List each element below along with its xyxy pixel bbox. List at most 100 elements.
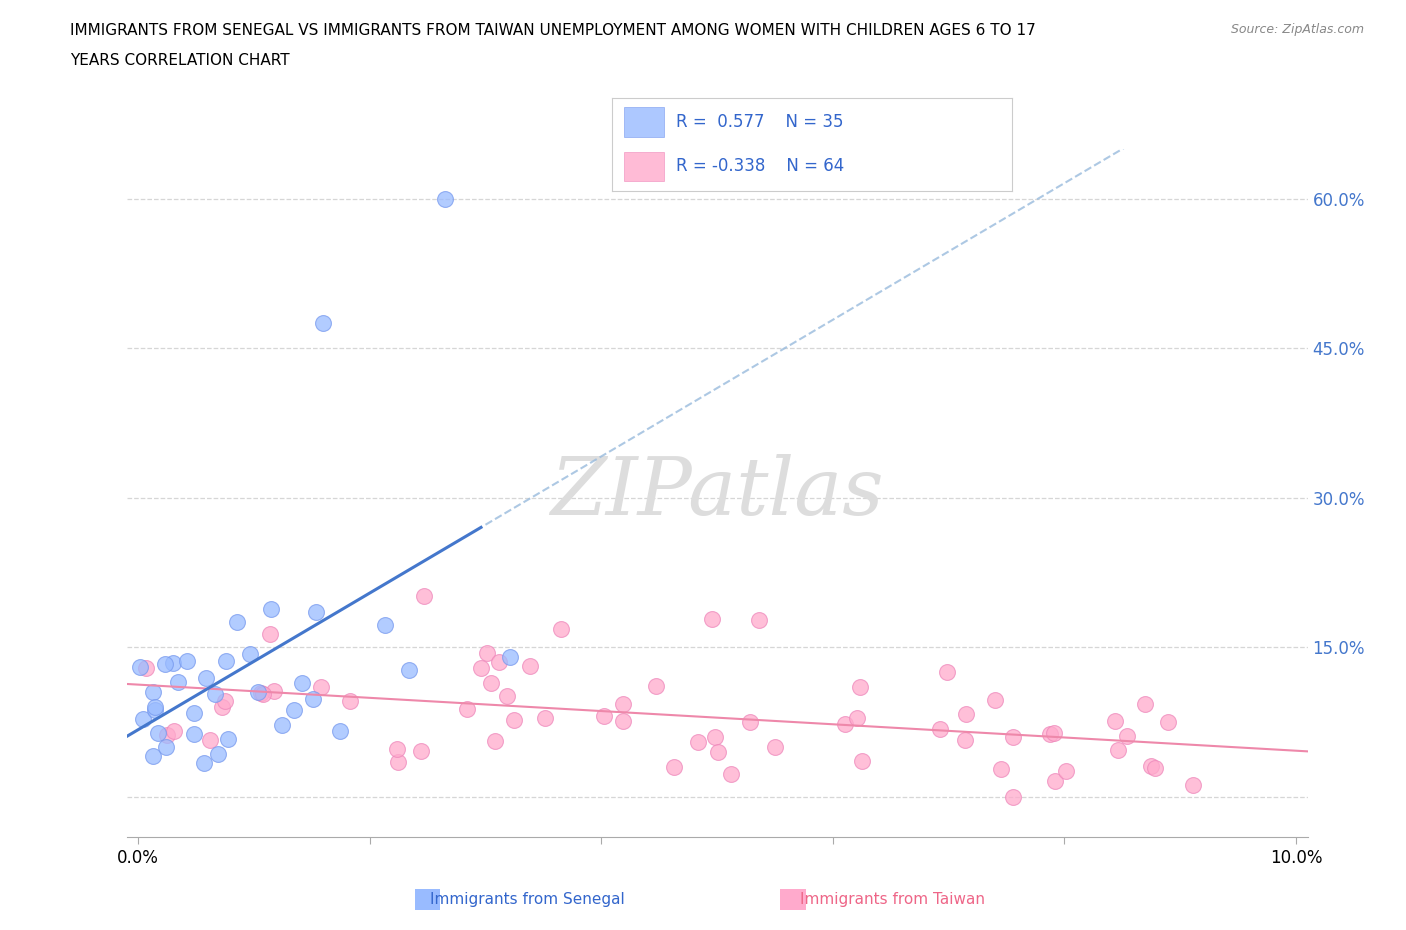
Point: [475, 646, 498, 661]
Point: [162, 656, 184, 671]
Point: [702, 611, 724, 626]
Point: [706, 744, 728, 759]
Point: [849, 680, 872, 695]
Point: [1054, 764, 1077, 779]
Point: [135, 660, 157, 675]
Point: [479, 676, 502, 691]
Point: [1116, 728, 1139, 743]
Point: [550, 622, 572, 637]
Point: [183, 726, 205, 741]
Point: [929, 722, 952, 737]
Point: [984, 693, 1007, 708]
Point: [612, 713, 634, 728]
Point: [143, 699, 166, 714]
Text: IMMIGRANTS FROM SENEGAL VS IMMIGRANTS FROM TAIWAN UNEMPLOYMENT AMONG WOMEN WITH : IMMIGRANTS FROM SENEGAL VS IMMIGRANTS FR…: [70, 23, 1036, 38]
Point: [155, 739, 177, 754]
Point: [740, 714, 762, 729]
Point: [142, 749, 165, 764]
Point: [247, 684, 270, 699]
Point: [387, 754, 409, 769]
Point: [936, 664, 959, 679]
Point: [194, 671, 217, 686]
Point: [834, 716, 856, 731]
Point: [502, 712, 524, 727]
Point: [249, 686, 271, 701]
Point: [662, 760, 685, 775]
Point: [309, 680, 332, 695]
Point: [499, 649, 522, 664]
Point: [215, 654, 238, 669]
Point: [1043, 774, 1066, 789]
Point: [1157, 715, 1180, 730]
Point: [955, 707, 977, 722]
Text: R =  0.577    N = 35: R = 0.577 N = 35: [676, 113, 844, 131]
Point: [305, 604, 328, 619]
Point: [142, 684, 165, 699]
Point: [456, 701, 478, 716]
Point: [1002, 790, 1025, 804]
Point: [612, 697, 634, 711]
Point: [270, 717, 292, 732]
Point: [193, 756, 215, 771]
Point: [409, 744, 432, 759]
Text: YEARS CORRELATION CHART: YEARS CORRELATION CHART: [70, 53, 290, 68]
Point: [226, 614, 249, 629]
Point: [1182, 777, 1205, 792]
Point: [763, 739, 786, 754]
Point: [302, 692, 325, 707]
Point: [385, 742, 408, 757]
Point: [1001, 730, 1024, 745]
Text: Immigrants from Senegal: Immigrants from Senegal: [430, 892, 624, 907]
Point: [207, 747, 229, 762]
Bar: [624, 152, 664, 181]
Point: [688, 734, 710, 749]
Point: [1133, 697, 1156, 711]
Point: [1140, 759, 1163, 774]
Point: [239, 646, 262, 661]
Point: [433, 192, 456, 206]
Point: [214, 693, 236, 708]
Point: [211, 699, 233, 714]
Point: [1104, 713, 1126, 728]
Point: [167, 674, 190, 689]
Point: [851, 753, 873, 768]
Point: [283, 702, 305, 717]
Point: [720, 767, 742, 782]
Point: [592, 708, 614, 723]
Point: [132, 711, 155, 726]
Point: [470, 660, 492, 675]
Point: [200, 733, 222, 748]
Point: [329, 724, 352, 738]
Point: [176, 654, 198, 669]
Point: [645, 679, 668, 694]
Point: [143, 703, 166, 718]
Point: [990, 762, 1012, 777]
Point: [156, 728, 179, 743]
Point: [955, 733, 977, 748]
Point: [1143, 760, 1166, 775]
Point: [845, 711, 868, 725]
Point: [291, 675, 314, 690]
Point: [748, 612, 770, 627]
Text: R = -0.338    N = 64: R = -0.338 N = 64: [676, 157, 844, 176]
Point: [339, 694, 361, 709]
Point: [163, 724, 186, 738]
Point: [519, 658, 541, 673]
Point: [412, 589, 434, 604]
Point: [263, 684, 285, 698]
Point: [488, 655, 510, 670]
Point: [217, 731, 239, 746]
Point: [1039, 726, 1062, 741]
Point: [496, 688, 519, 703]
Point: [252, 686, 274, 701]
Point: [153, 657, 176, 671]
Point: [146, 725, 169, 740]
Point: [398, 662, 420, 677]
Point: [484, 734, 506, 749]
Point: [260, 601, 283, 616]
Point: [312, 316, 335, 331]
Point: [259, 627, 281, 642]
Point: [704, 729, 727, 744]
Point: [204, 687, 226, 702]
Point: [374, 618, 396, 632]
